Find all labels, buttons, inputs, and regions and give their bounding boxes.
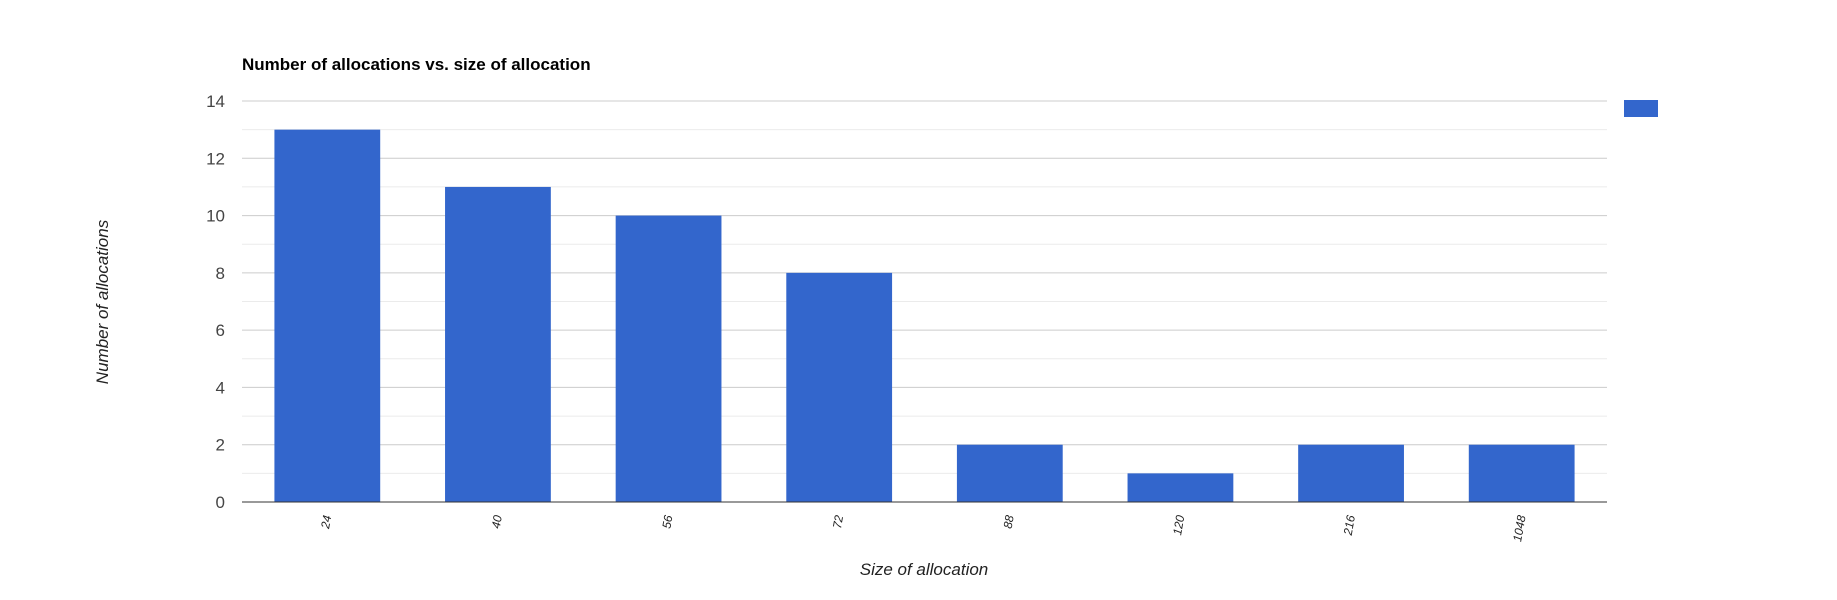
x-tick-label: 216 — [1341, 514, 1358, 537]
y-tick-label: 4 — [216, 378, 225, 397]
x-tick-label: 88 — [1001, 514, 1017, 530]
bar-40 — [445, 186, 551, 502]
bar-120 — [1127, 473, 1234, 502]
legend-swatch — [1624, 100, 1658, 117]
bar-56 — [615, 215, 722, 503]
y-tick-label: 8 — [216, 264, 225, 283]
bar-216 — [1298, 444, 1404, 502]
bars — [274, 129, 1575, 503]
x-axis-ticks: 24 40 56 72 88 120 216 1048 — [318, 514, 1529, 543]
x-tick-label: 56 — [659, 514, 675, 530]
x-tick-label: 24 — [318, 514, 334, 531]
y-tick-label: 10 — [206, 207, 225, 226]
bar-88 — [956, 444, 1063, 502]
x-tick-label: 40 — [489, 514, 505, 530]
bar-24 — [274, 129, 381, 502]
y-tick-label: 0 — [216, 493, 225, 512]
y-tick-label: 12 — [206, 149, 225, 168]
chart-title: Number of allocations vs. size of alloca… — [242, 55, 591, 74]
bar-1048 — [1468, 444, 1575, 502]
y-tick-label: 2 — [216, 436, 225, 455]
y-axis-label: Number of allocations — [93, 219, 112, 384]
x-tick-label: 1048 — [1510, 514, 1528, 543]
x-tick-label: 120 — [1170, 514, 1187, 536]
x-axis-label: Size of allocation — [860, 560, 989, 579]
y-tick-label: 14 — [206, 92, 225, 111]
x-tick-label: 72 — [830, 514, 846, 530]
y-tick-label: 6 — [216, 321, 225, 340]
bar-72 — [786, 272, 893, 502]
y-axis-ticks: 0 2 4 6 8 10 12 14 — [206, 92, 225, 512]
